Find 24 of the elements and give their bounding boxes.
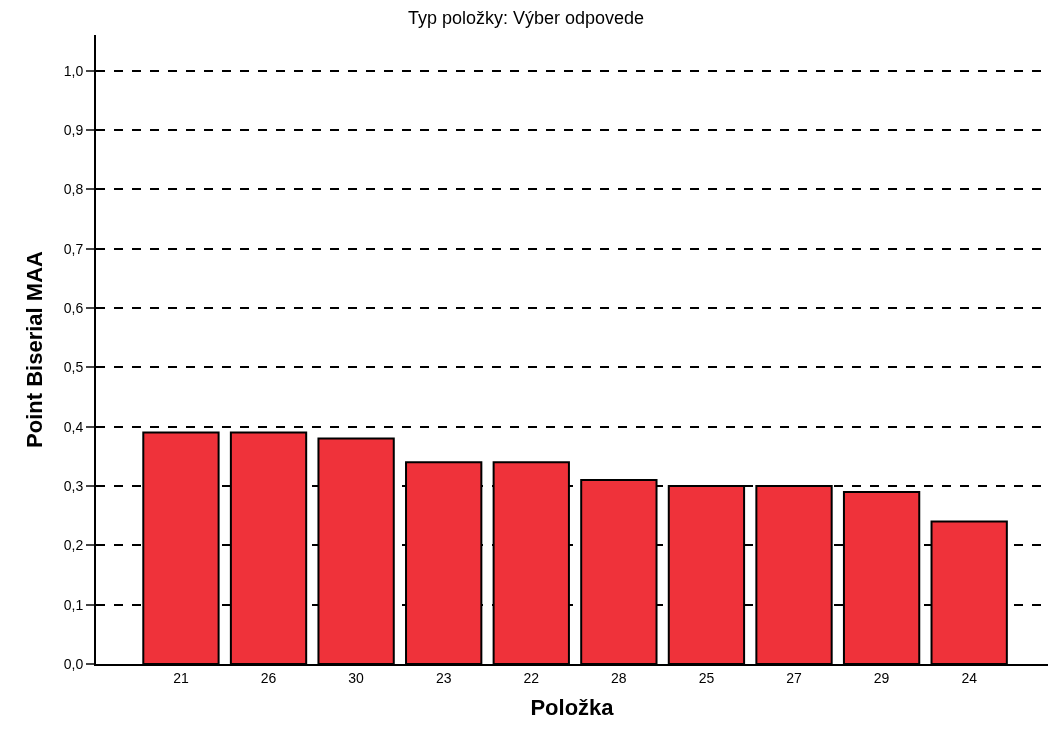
x-tick-label: 23 <box>435 669 452 686</box>
x-tick-label: 27 <box>786 669 803 686</box>
x-tick-label: 21 <box>173 669 189 686</box>
x-tick-label: 24 <box>961 669 978 686</box>
y-axis-title: Point Biserial MAA <box>22 250 48 448</box>
x-axis-title: Položka <box>530 695 615 721</box>
x-tick-label: 22 <box>523 669 540 686</box>
y-tick-label: 0,8 <box>63 181 84 198</box>
x-tick-label: 30 <box>348 669 365 686</box>
y-tick-label: 0,2 <box>63 537 84 554</box>
x-tick-label: 25 <box>698 669 715 686</box>
y-tick-label: 0,6 <box>63 299 84 316</box>
y-tick-label: 0,7 <box>63 240 84 257</box>
x-tick-label: 29 <box>873 669 890 686</box>
y-tick-label: 0,1 <box>63 596 84 613</box>
y-tick-label: 0,9 <box>63 121 84 138</box>
y-tick-label: 0,0 <box>63 655 84 672</box>
y-tick-label: 1,0 <box>63 62 84 79</box>
x-tick-label: 28 <box>611 669 627 686</box>
y-tick-label: 0,3 <box>63 477 84 494</box>
y-tick-label: 0,4 <box>63 418 84 435</box>
chart-title: Typ položky: Výber odpovede <box>407 7 645 28</box>
y-tick-label: 0,5 <box>63 359 84 376</box>
x-tick-label: 26 <box>260 669 277 686</box>
